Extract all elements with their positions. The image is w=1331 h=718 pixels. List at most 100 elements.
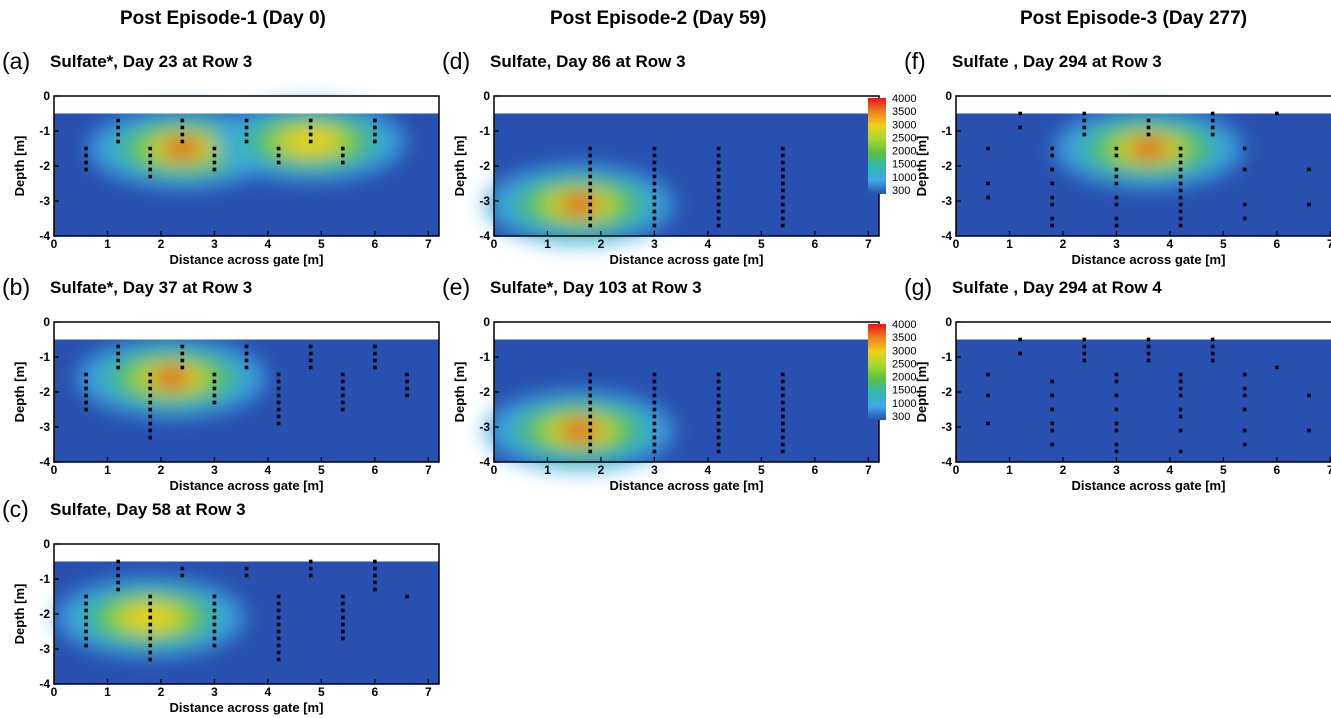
sample-point: [1082, 351, 1087, 356]
sample-point: [1307, 393, 1311, 398]
sample-point: [148, 643, 153, 648]
sample-point: [716, 153, 721, 158]
sample-point: [780, 421, 785, 426]
panel-title: Sulfate , Day 294 at Row 4: [952, 278, 1162, 297]
x-tick-label: 7: [1327, 237, 1331, 251]
sample-point: [780, 379, 785, 384]
sample-point: [652, 393, 657, 398]
sample-point: [1307, 428, 1311, 433]
sample-point: [1050, 379, 1055, 384]
sample-point: [340, 594, 345, 599]
sample-point: [588, 223, 593, 228]
sample-point: [148, 393, 153, 398]
sample-point: [652, 209, 657, 214]
sample-point: [716, 181, 721, 186]
sample-point: [1114, 146, 1119, 151]
sample-point: [340, 608, 345, 613]
panel-letter: (d): [442, 48, 471, 74]
sample-point: [652, 174, 657, 179]
sample-point: [84, 407, 88, 412]
x-tick-label: 2: [598, 463, 605, 477]
sample-point: [340, 393, 345, 398]
y-tick-label: -1: [941, 350, 952, 364]
sample-point: [1178, 223, 1183, 228]
y-tick-label: -2: [479, 159, 490, 173]
column-header-episode-3: Post Episode-3 (Day 277): [1020, 8, 1248, 29]
sample-point: [116, 344, 120, 349]
sample-point: [84, 167, 88, 172]
sample-point: [84, 594, 88, 599]
x-tick-label: 2: [158, 685, 165, 699]
sample-point: [180, 566, 185, 571]
colorbar-label: 2000: [892, 372, 916, 384]
sample-point: [716, 414, 721, 419]
sample-point: [716, 421, 721, 426]
y-tick-label: 0: [43, 315, 50, 329]
sample-point: [308, 132, 313, 137]
sample-point: [84, 160, 88, 165]
y-tick-label: -2: [941, 385, 952, 399]
x-tick-label: 6: [1273, 463, 1280, 477]
sample-point: [1242, 386, 1247, 391]
sample-point: [1114, 393, 1119, 398]
y-tick-label: -4: [39, 455, 50, 469]
sample-point: [780, 167, 785, 172]
sample-point: [340, 601, 345, 606]
sample-point: [716, 407, 721, 412]
sample-point: [212, 622, 217, 627]
x-tick-label: 2: [1060, 463, 1067, 477]
colorbar-label: 300: [892, 185, 910, 197]
x-tick-label: 1: [544, 463, 551, 477]
sample-point: [180, 365, 185, 370]
sample-point: [1307, 167, 1311, 172]
sample-point: [716, 379, 721, 384]
x-tick-label: 2: [158, 237, 165, 251]
sample-point: [986, 393, 990, 398]
sample-point: [1242, 372, 1247, 377]
y-tick-label: -1: [479, 124, 490, 138]
sample-point: [340, 400, 345, 405]
sample-point: [244, 139, 249, 144]
sample-point: [276, 594, 281, 599]
sample-point: [276, 414, 281, 419]
x-tick-label: 1: [1006, 463, 1013, 477]
colorbar-label: 3500: [892, 106, 916, 118]
sample-point: [780, 181, 785, 186]
sample-point: [652, 195, 657, 200]
sample-point: [340, 407, 345, 412]
sample-point: [276, 393, 281, 398]
x-tick-label: 3: [211, 685, 218, 699]
sample-point: [1178, 146, 1183, 151]
sample-point: [180, 573, 185, 578]
y-tick-label: -2: [941, 159, 952, 173]
sample-point: [148, 174, 153, 179]
hotspot-core: [559, 421, 600, 440]
sample-point: [84, 379, 88, 384]
sample-point: [1178, 181, 1183, 186]
sample-point: [1018, 125, 1022, 130]
sample-point: [1050, 153, 1055, 158]
sample-point: [340, 379, 345, 384]
sample-point: [276, 615, 281, 620]
hotspot-core: [151, 369, 192, 387]
y-tick-label: -4: [941, 455, 952, 469]
sample-point: [780, 202, 785, 207]
x-tick-label: 6: [371, 237, 378, 251]
colorbar-label: 2500: [892, 358, 916, 370]
sample-point: [588, 209, 593, 214]
sample-point: [780, 160, 785, 165]
sample-point: [276, 407, 281, 412]
y-axis-label: Depth [m]: [12, 584, 27, 645]
sample-point: [308, 358, 313, 363]
y-tick-label: 0: [945, 315, 952, 329]
sample-point: [148, 435, 153, 440]
sample-point: [780, 428, 785, 433]
sample-point: [116, 358, 120, 363]
sample-point: [276, 160, 281, 165]
panel-letter: (a): [2, 48, 31, 74]
sample-point: [588, 202, 593, 207]
sample-point: [780, 393, 785, 398]
panel-c: (c) Sulfate, Day 58 at Row 3 0 1 2 3 4 5 6 7 0 -1…: [2, 496, 440, 718]
